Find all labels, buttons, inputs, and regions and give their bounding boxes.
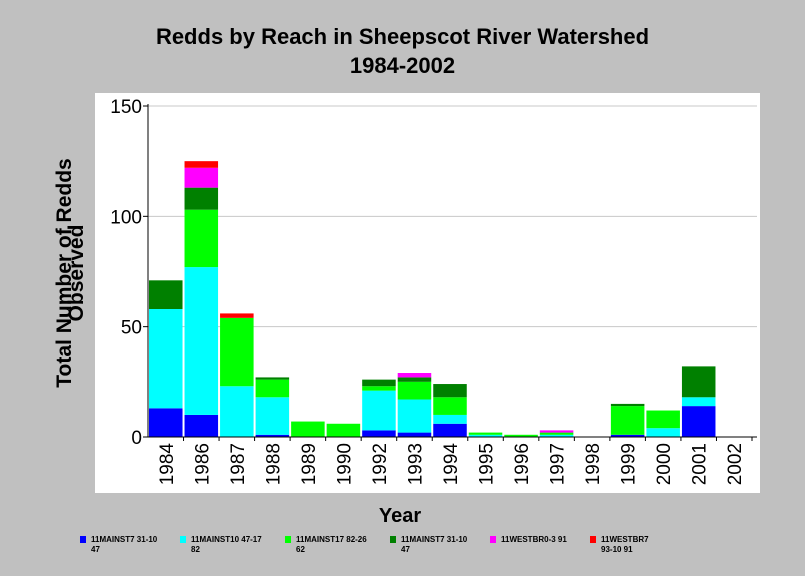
legend-swatch (80, 536, 86, 543)
legend-label-line2: 47 (401, 545, 410, 554)
bar-segment (362, 380, 396, 387)
bar-segment (433, 424, 467, 437)
x-tick-label: 1988 (263, 443, 284, 485)
x-tick-label: 1995 (477, 443, 498, 485)
y-tick-label: 150 (110, 97, 142, 118)
bar-segment (220, 318, 254, 386)
bar-segment (149, 309, 183, 408)
bar-segment (398, 433, 432, 437)
legend-swatch (180, 536, 186, 543)
bar-segment (185, 188, 219, 210)
y-axis-label-line2: Observed (65, 198, 89, 348)
legend-label-line1: 11MAINST7 31-10 (401, 535, 467, 544)
legend-label-line2: 47 (91, 545, 100, 554)
bar-segment (220, 386, 254, 437)
x-tick-label: 1999 (619, 443, 640, 485)
x-tick-label: 1986 (192, 443, 213, 485)
legend-swatch (490, 536, 496, 543)
x-tick-label: 2002 (725, 443, 746, 485)
x-tick-label: 1998 (583, 443, 604, 485)
bar-segment (185, 161, 219, 168)
bar-segment (611, 406, 645, 435)
bar-segment (149, 280, 183, 309)
bar-segment (433, 384, 467, 397)
bar-segment (682, 366, 716, 397)
bar-segment (185, 210, 219, 267)
legend-swatch (285, 536, 291, 543)
legend-label-line2: 82 (191, 545, 200, 554)
chart-svg: 0 50 100 150 1984 1986 1987 1988 1989 1990 1992 199… (0, 0, 805, 576)
legend-swatch (590, 536, 596, 543)
legend-label-line1: 11MAINST7 31-10 (91, 535, 157, 544)
bar-segment (256, 397, 290, 435)
bar-segment (682, 397, 716, 406)
y-tick-label: 0 (131, 428, 142, 449)
bar-segment (291, 422, 325, 437)
x-tick-label: 1987 (228, 443, 249, 485)
bar-segment (327, 424, 361, 437)
legend-swatch (390, 536, 396, 543)
bar-segment (398, 382, 432, 400)
x-tick-label: 2000 (654, 443, 675, 485)
bar-segment (398, 399, 432, 432)
bar-segment (433, 397, 467, 415)
bar-segment (646, 428, 680, 437)
legend-label-line1: 11MAINST17 82-26 (296, 535, 367, 544)
bar-segment (469, 433, 503, 435)
legend-label-line1: 11WESTBR0-3 91 (501, 535, 567, 544)
bar-segment (185, 168, 219, 188)
x-tick-label: 1993 (405, 443, 426, 485)
x-tick-label: 1989 (299, 443, 320, 485)
bar-segment (149, 408, 183, 437)
x-tick-label: 1984 (157, 443, 178, 486)
x-tick-label: 1997 (548, 443, 569, 485)
x-axis-label: Year (340, 505, 460, 528)
bar-segment (433, 415, 467, 424)
bar-segment (256, 380, 290, 398)
x-tick-label: 1996 (512, 443, 533, 485)
bar-segment (220, 313, 254, 317)
bar-segment (611, 404, 645, 406)
bar-segment (362, 386, 396, 390)
x-tick-label: 1992 (370, 443, 391, 485)
bar-segment (362, 430, 396, 437)
bar-segment (362, 391, 396, 431)
bar-segment (256, 377, 290, 379)
legend-label-line1: 11WESTBR7 (601, 535, 649, 544)
bar-segment (185, 415, 219, 437)
bar-segment (398, 377, 432, 381)
x-tick-label: 1994 (441, 443, 462, 486)
x-tick-label: 1990 (334, 443, 355, 485)
bar-segment (398, 373, 432, 377)
bar-segment (185, 267, 219, 415)
y-tick-label: 100 (110, 207, 142, 228)
bar-segment (646, 411, 680, 429)
legend-label-line2: 93-10 91 (601, 545, 633, 554)
legend-label-line1: 11MAINST10 47-17 (191, 535, 262, 544)
x-tick-label: 2001 (690, 443, 711, 485)
legend-label-line2: 62 (296, 545, 305, 554)
bar-segment (540, 430, 574, 432)
bar-segment (540, 433, 574, 435)
y-tick-label: 50 (121, 318, 142, 339)
bar-segment (682, 406, 716, 437)
